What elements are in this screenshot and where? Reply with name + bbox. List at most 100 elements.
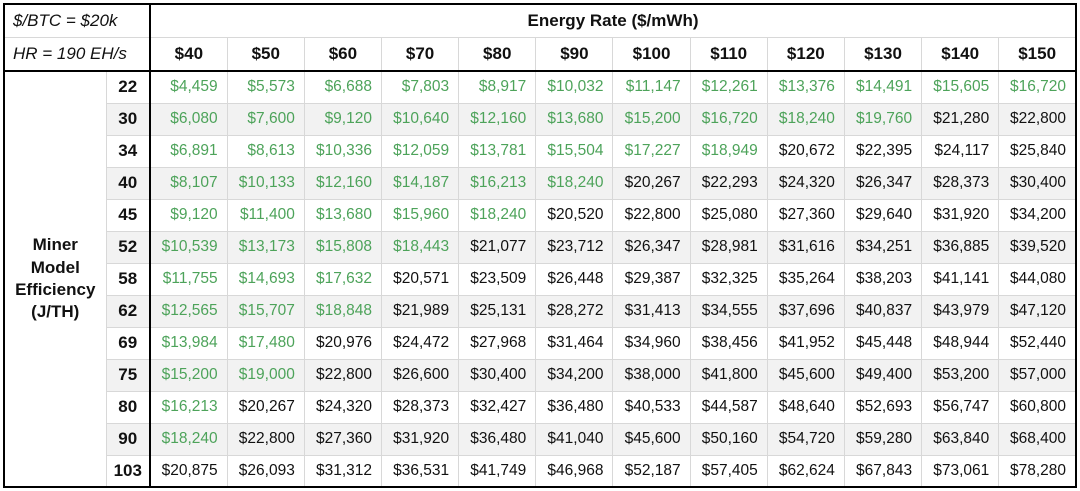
breakeven-cost-cell: $47,120 [998, 294, 1077, 328]
breakeven-cost-cell: $26,347 [612, 230, 691, 264]
breakeven-cost-cell: $73,061 [921, 454, 1000, 488]
table-row: Miner Model Efficiency (J/TH) 22 $4,459 $5,… [3, 70, 1077, 488]
breakeven-cost-cell: $26,600 [380, 358, 460, 392]
breakeven-cost-cell: $43,979 [921, 294, 1000, 328]
table-row: 90 $18,240 $22,800 $27,360 $31,920 $36,480 $41… [4, 422, 1077, 456]
energy-rate-group-header: Energy Rate ($/mWh) [149, 3, 1077, 38]
breakeven-cost-cell: $15,605 [921, 70, 1000, 104]
breakeven-cost-cell: $21,077 [458, 230, 537, 264]
breakeven-cost-cell: $27,360 [766, 198, 845, 232]
breakeven-cost-cell: $36,531 [380, 454, 460, 488]
efficiency-row-header: 62 [105, 294, 152, 328]
breakeven-cost-cell: $57,000 [998, 358, 1077, 392]
breakeven-cost-cell: $20,875 [149, 454, 228, 488]
hashrate-label: HR = 190 EH/s [3, 36, 152, 72]
breakeven-cost-cell: $34,200 [535, 358, 614, 392]
breakeven-cost-cell: $17,227 [612, 134, 691, 168]
table-body: Miner Model Efficiency (J/TH) 22 $4,459 $5,… [3, 70, 1077, 488]
breakeven-cost-cell: $78,280 [998, 454, 1077, 488]
table-row: 40 $8,107 $10,133 $12,160 $14,187 $16,213 $18,… [4, 166, 1077, 200]
breakeven-cost-cell: $8,613 [226, 134, 305, 168]
breakeven-cost-cell: $44,587 [689, 390, 768, 424]
breakeven-cost-cell: $6,891 [149, 134, 228, 168]
breakeven-cost-cell: $22,800 [998, 102, 1077, 136]
breakeven-cost-cell: $40,837 [843, 294, 923, 328]
breakeven-cost-cell: $12,160 [303, 166, 382, 200]
breakeven-cost-cell: $52,440 [998, 326, 1077, 360]
breakeven-cost-cell: $35,264 [766, 262, 845, 296]
breakeven-cost-cell: $25,080 [689, 198, 768, 232]
energy-rate-col-header: $100 [612, 36, 691, 72]
breakeven-cost-cell: $15,504 [535, 134, 614, 168]
breakeven-cost-cell: $38,000 [612, 358, 691, 392]
breakeven-cost-cell: $45,600 [612, 422, 691, 456]
breakeven-cost-cell: $21,280 [921, 102, 1000, 136]
breakeven-cost-cell: $11,147 [612, 70, 691, 104]
breakeven-cost-cell: $9,120 [303, 102, 382, 136]
breakeven-cost-cell: $26,093 [226, 454, 305, 488]
breakeven-cost-cell: $30,400 [458, 358, 537, 392]
breakeven-cost-cell: $13,680 [535, 102, 614, 136]
breakeven-cost-cell: $10,032 [535, 70, 614, 104]
breakeven-cost-cell: $50,160 [689, 422, 768, 456]
breakeven-cost-cell: $28,373 [921, 166, 1000, 200]
breakeven-cost-cell: $60,800 [998, 390, 1077, 424]
breakeven-cost-cell: $31,920 [921, 198, 1000, 232]
energy-rate-col-header: $150 [998, 36, 1077, 72]
breakeven-cost-cell: $59,280 [843, 422, 923, 456]
breakeven-cost-cell: $46,968 [535, 454, 614, 488]
breakeven-cost-cell: $21,989 [380, 294, 460, 328]
efficiency-row-header: 69 [105, 326, 152, 360]
breakeven-cost-cell: $62,624 [766, 454, 845, 488]
breakeven-cost-cell: $18,240 [149, 422, 228, 456]
breakeven-cost-cell: $34,200 [998, 198, 1077, 232]
efficiency-row-header: 22 [105, 70, 152, 104]
breakeven-cost-cell: $28,981 [689, 230, 768, 264]
breakeven-cost-cell: $17,480 [226, 326, 305, 360]
breakeven-cost-cell: $25,840 [998, 134, 1077, 168]
breakeven-cost-cell: $53,200 [921, 358, 1000, 392]
breakeven-cost-cell: $11,755 [149, 262, 228, 296]
breakeven-cost-cell: $15,960 [380, 198, 460, 232]
table-row: 69 $13,984 $17,480 $20,976 $24,472 $27,968 $31… [4, 326, 1077, 360]
breakeven-cost-cell: $48,944 [921, 326, 1000, 360]
breakeven-cost-cell: $4,459 [149, 70, 228, 104]
breakeven-cost-cell: $48,640 [766, 390, 845, 424]
breakeven-cost-cell: $23,712 [535, 230, 614, 264]
breakeven-cost-cell: $67,843 [843, 454, 923, 488]
breakeven-cost-cell: $5,573 [226, 70, 305, 104]
breakeven-cost-cell: $52,693 [843, 390, 923, 424]
breakeven-cost-cell: $18,848 [303, 294, 382, 328]
breakeven-cost-cell: $44,080 [998, 262, 1077, 296]
energy-rate-col-header: $110 [689, 36, 768, 72]
breakeven-cost-cell: $16,213 [149, 390, 228, 424]
table-row: 62 $12,565 $15,707 $18,848 $21,989 $25,131 $28… [4, 294, 1077, 328]
breakeven-cost-cell: $27,968 [458, 326, 537, 360]
header-row-columns: HR = 190 EH/s $40 $50 $60 $70 $80 $90 $100 $110… [3, 36, 1077, 72]
breakeven-cost-cell: $22,800 [612, 198, 691, 232]
breakeven-cost-cell: $45,600 [766, 358, 845, 392]
breakeven-cost-cell: $28,272 [535, 294, 614, 328]
breakeven-cost-cell: $18,240 [458, 198, 537, 232]
breakeven-cost-cell: $8,917 [458, 70, 537, 104]
breakeven-cost-cell: $10,539 [149, 230, 228, 264]
breakeven-cost-cell: $52,187 [612, 454, 691, 488]
breakeven-cost-cell: $12,059 [380, 134, 460, 168]
breakeven-cost-cell: $22,800 [303, 358, 382, 392]
breakeven-cost-cell: $56,747 [921, 390, 1000, 424]
energy-rate-col-header: $130 [843, 36, 923, 72]
breakeven-cost-cell: $41,800 [689, 358, 768, 392]
breakeven-cost-cell: $22,395 [843, 134, 923, 168]
breakeven-cost-cell: $6,688 [303, 70, 382, 104]
breakeven-cost-cell: $15,200 [149, 358, 228, 392]
breakeven-cost-cell: $45,448 [843, 326, 923, 360]
breakeven-cost-cell: $41,141 [921, 262, 1000, 296]
breakeven-cost-cell: $54,720 [766, 422, 845, 456]
breakeven-cost-cell: $24,472 [380, 326, 460, 360]
breakeven-cost-cell: $40,533 [612, 390, 691, 424]
breakeven-cost-cell: $7,600 [226, 102, 305, 136]
breakeven-cost-cell: $39,520 [998, 230, 1077, 264]
breakeven-cost-cell: $10,336 [303, 134, 382, 168]
breakeven-cost-cell: $23,509 [458, 262, 537, 296]
breakeven-cost-cell: $25,131 [458, 294, 537, 328]
